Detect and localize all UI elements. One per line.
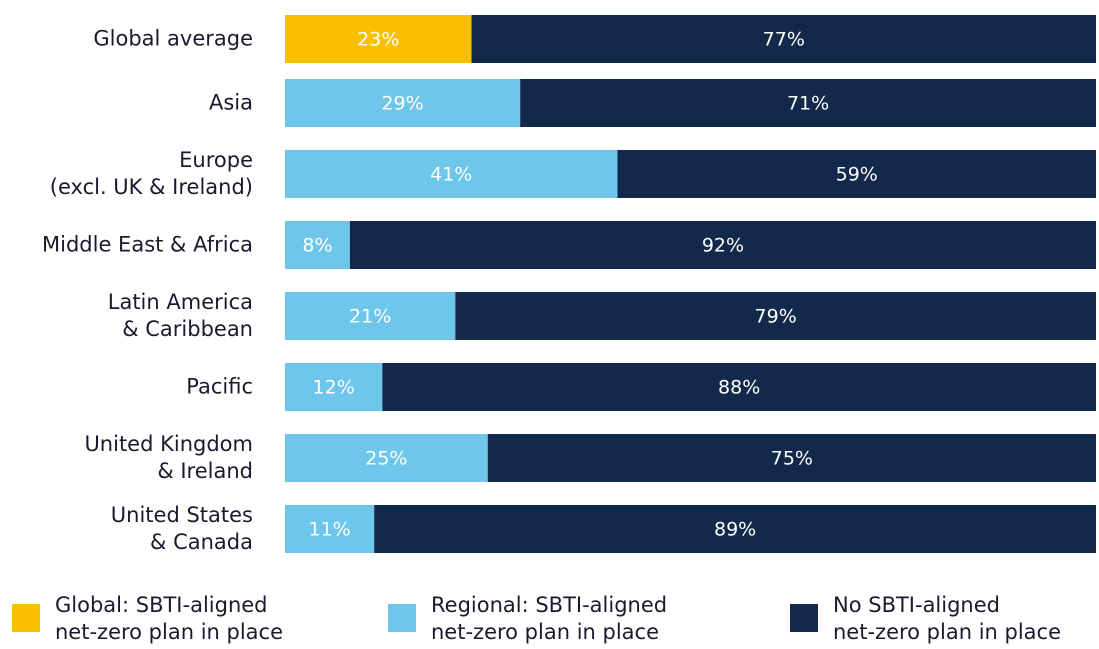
legend-swatch [388, 604, 416, 632]
bar-segment [471, 15, 1096, 63]
bar-segment [285, 363, 383, 411]
legend-label: Global: SBTI-aligned net-zero plan in pl… [55, 593, 284, 644]
value-label: 79% [755, 306, 797, 328]
category-label: Global average [93, 26, 253, 51]
bar-segment [487, 434, 1096, 482]
bar-segment [382, 363, 1096, 411]
value-label: 11% [308, 519, 350, 541]
bar-segment [285, 505, 375, 553]
value-label: 71% [787, 93, 829, 115]
legend-swatch [790, 604, 818, 632]
bar-segment [455, 292, 1096, 340]
value-label: 25% [365, 448, 407, 470]
value-label: 8% [302, 235, 332, 257]
bar-segment [374, 505, 1097, 553]
bar-segment [285, 79, 521, 127]
category-label: Latin America & Caribbean [107, 290, 253, 341]
bar-segment [285, 221, 350, 269]
category-label: Middle East & Africa [42, 232, 253, 257]
value-label: 12% [313, 377, 355, 399]
value-label: 89% [714, 519, 756, 541]
category-label: Asia [208, 90, 253, 115]
value-label: 92% [702, 235, 744, 257]
bar-segment [520, 79, 1096, 127]
category-label: Europe (excl. UK & Ireland) [49, 148, 253, 199]
value-label: 41% [430, 164, 472, 186]
value-label: 77% [763, 29, 805, 51]
bar-segment [285, 150, 618, 198]
value-label: 29% [381, 93, 423, 115]
bar-segment [285, 292, 456, 340]
bar-segment [349, 221, 1096, 269]
value-label: 88% [718, 377, 760, 399]
legend-swatch [12, 604, 40, 632]
category-label: United Kingdom & Ireland [84, 432, 253, 483]
category-label: Pacific [186, 374, 253, 399]
value-label: 21% [349, 306, 391, 328]
legend-label: No SBTI-aligned net-zero plan in place [833, 593, 1062, 644]
bar-segment [285, 15, 472, 63]
value-label: 59% [836, 164, 878, 186]
value-label: 75% [771, 448, 813, 470]
value-label: 23% [357, 29, 399, 51]
bar-segment [285, 434, 488, 482]
category-label: United States & Canada [110, 503, 253, 554]
bar-segment [617, 150, 1096, 198]
legend-label: Regional: SBTI-aligned net-zero plan in … [431, 593, 668, 644]
